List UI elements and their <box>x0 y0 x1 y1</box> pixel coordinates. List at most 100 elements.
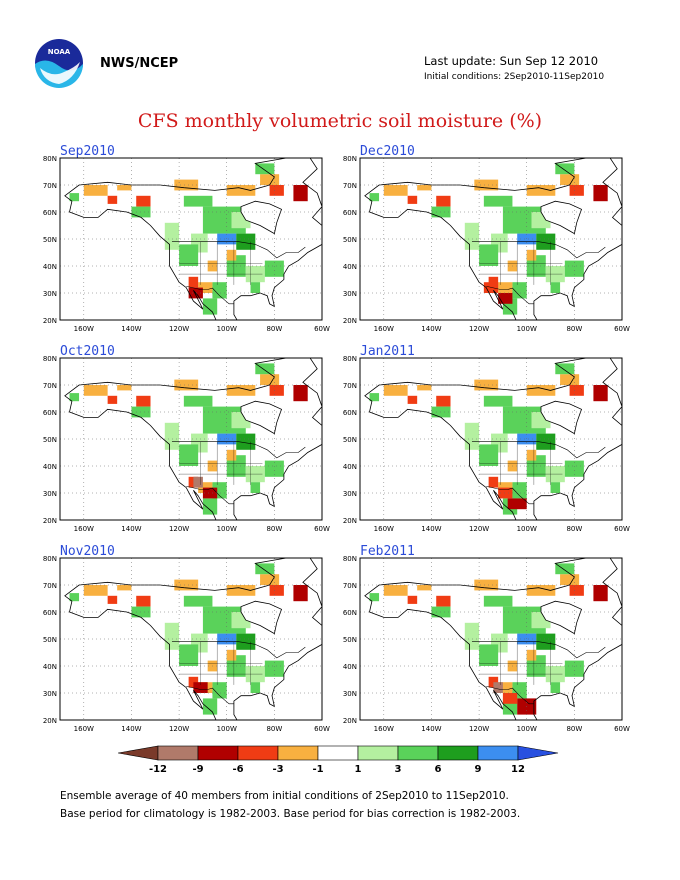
anomaly-cell <box>183 195 213 207</box>
lon-tick-label: 60W <box>314 725 330 733</box>
anomaly-cell <box>555 563 575 575</box>
anomaly-cell <box>69 593 80 602</box>
anomaly-cell <box>464 422 480 450</box>
anomaly-cell <box>498 282 513 293</box>
anomaly-cell <box>269 585 284 596</box>
lat-tick-label: 30N <box>343 490 357 498</box>
anomaly-cell <box>526 585 556 596</box>
lon-tick-label: 60W <box>314 525 330 533</box>
anomaly-cell <box>369 593 380 602</box>
lat-tick-label: 50N <box>343 636 357 644</box>
panel-title-dec2010: Dec2010 <box>360 144 415 159</box>
colorbar-segment <box>237 745 279 761</box>
anomaly-cell <box>293 385 308 402</box>
lat-tick-label: 50N <box>343 236 357 244</box>
anomaly-cell <box>202 487 218 499</box>
anomaly-cell <box>436 395 451 407</box>
lat-tick-label: 60N <box>343 409 357 417</box>
anomaly-cell <box>198 282 213 293</box>
anomaly-cell <box>226 585 256 596</box>
anomaly-cell <box>212 682 227 699</box>
anomaly-cell <box>369 193 380 202</box>
anomaly-cell <box>560 174 580 185</box>
anomaly-cell <box>83 585 108 596</box>
anomaly-cell <box>188 276 199 288</box>
anomaly-cell <box>83 185 108 196</box>
lat-tick-label: 30N <box>43 490 57 498</box>
colorbar: -12 -9 -6 -3 -1 1 3 6 9 12 <box>118 745 559 775</box>
lat-tick-label: 20N <box>43 517 57 525</box>
lon-tick-label: 120W <box>469 725 489 733</box>
map-panel-oct2010: 80N 70N 60N 50N 40N 30N 20N 160W 140W 120W 100W 80W… <box>43 355 330 533</box>
anomaly-cell <box>83 385 108 396</box>
anomaly-cell <box>117 185 132 191</box>
lon-tick-label: 80W <box>566 525 582 533</box>
colorbar-label: -12 <box>149 764 167 775</box>
anomaly-cell <box>488 476 499 488</box>
lat-tick-label: 30N <box>43 690 57 698</box>
anomaly-cell <box>202 298 218 315</box>
colorbar-label: -1 <box>312 764 323 775</box>
lat-tick-label: 80N <box>343 155 357 163</box>
anomaly-cell <box>117 585 132 591</box>
lon-tick-label: 60W <box>614 325 630 333</box>
anomaly-cell <box>493 682 503 693</box>
anomaly-cell <box>179 244 199 266</box>
lat-tick-label: 20N <box>343 517 357 525</box>
anomaly-cell <box>560 374 580 385</box>
colorbar-segment <box>157 745 199 761</box>
lat-tick-label: 80N <box>43 155 57 163</box>
anomaly-cell <box>183 595 213 607</box>
anomaly-cell <box>117 385 132 391</box>
lat-tick-label: 50N <box>43 636 57 644</box>
anomaly-cell <box>226 385 256 396</box>
map-panel-dec2010: 80N 70N 60N 50N 40N 30N 20N 160W 140W 120W 100W 80W… <box>343 155 630 333</box>
anomaly-cell <box>512 482 527 499</box>
lat-tick-label: 20N <box>43 317 57 325</box>
colorbar-segment <box>118 745 159 761</box>
lon-tick-label: 100W <box>217 725 237 733</box>
colorbar-segment <box>397 745 439 761</box>
lon-tick-label: 160W <box>74 725 94 733</box>
lat-tick-label: 50N <box>43 236 57 244</box>
lat-tick-label: 70N <box>43 382 57 390</box>
anomaly-cell <box>260 174 280 185</box>
lat-tick-label: 40N <box>343 463 357 471</box>
anomaly-cell <box>255 563 275 575</box>
lon-tick-label: 140W <box>421 325 441 333</box>
anomaly-cell <box>202 498 218 515</box>
lat-tick-label: 20N <box>343 717 357 725</box>
lon-tick-label: 120W <box>169 725 189 733</box>
anomaly-cell <box>474 179 499 191</box>
anomaly-cell <box>264 460 284 477</box>
coastline <box>364 358 622 520</box>
footer-ensemble-note: Ensemble average of 40 members from init… <box>60 790 509 802</box>
anomaly-cell <box>174 579 199 591</box>
anomaly-cell <box>407 395 418 404</box>
anomaly-cell <box>593 185 608 202</box>
anomaly-cell <box>498 682 513 693</box>
anomaly-cell <box>417 385 432 391</box>
anomaly-cell <box>512 282 527 299</box>
anomaly-cell <box>383 385 408 396</box>
anomaly-cell <box>507 498 527 510</box>
lat-tick-label: 50N <box>343 436 357 444</box>
lon-tick-label: 80W <box>566 725 582 733</box>
anomaly-cell <box>136 595 151 607</box>
anomaly-cell <box>407 595 418 604</box>
lon-tick-label: 160W <box>74 525 94 533</box>
lon-tick-label: 140W <box>121 325 141 333</box>
anomaly-cell <box>474 379 499 391</box>
anomaly-cell <box>436 595 451 607</box>
anomaly-cell <box>569 585 584 596</box>
anomaly-cell <box>269 185 284 196</box>
anomaly-cell <box>502 693 518 704</box>
lon-tick-label: 80W <box>266 525 282 533</box>
lat-tick-label: 80N <box>343 555 357 563</box>
lat-tick-label: 60N <box>43 409 57 417</box>
panel-title-feb2011: Feb2011 <box>360 544 415 559</box>
panel-title-sep2010: Sep2010 <box>60 144 115 159</box>
anomaly-cell <box>436 195 451 207</box>
anomaly-cell <box>369 393 380 402</box>
colorbar-label: 12 <box>511 764 525 775</box>
